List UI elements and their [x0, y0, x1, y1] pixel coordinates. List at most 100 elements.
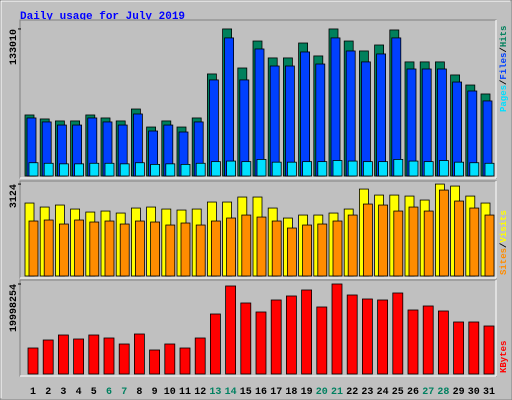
x-tick-label: 30 [468, 387, 480, 398]
legend-entry: Files [499, 53, 509, 80]
x-tick-label: 24 [377, 387, 389, 398]
bar [42, 339, 54, 375]
bar [454, 200, 465, 277]
x-tick-label: 13 [209, 387, 221, 398]
y-tick-label: 19998254 [9, 284, 20, 332]
bar [104, 220, 115, 277]
bar [378, 161, 389, 177]
x-tick-label: 31 [483, 387, 495, 398]
legend-entry: Sites [499, 248, 509, 275]
x-tick-label: 6 [106, 387, 112, 398]
bar [180, 222, 191, 277]
bar [225, 285, 237, 375]
bar [74, 163, 84, 177]
bar [345, 50, 356, 177]
bar [134, 220, 145, 277]
bar [241, 161, 252, 177]
legend: Sites/Visits [499, 210, 509, 275]
bar [484, 214, 495, 277]
bar [28, 162, 39, 177]
bar [317, 161, 328, 177]
x-tick-label: 20 [316, 387, 328, 398]
bar [74, 219, 84, 277]
x-tick-label: 25 [392, 387, 404, 398]
bar [468, 321, 480, 375]
bar [88, 334, 100, 375]
x-tick-label: 22 [346, 387, 358, 398]
bar [332, 220, 343, 277]
y-tick-label: 3124 [9, 184, 20, 208]
x-tick-label: 23 [361, 387, 373, 398]
bar [393, 159, 404, 177]
bar [392, 292, 404, 375]
bar [150, 221, 161, 277]
bar [149, 349, 161, 375]
bar [346, 294, 358, 375]
bar [179, 347, 191, 375]
bar [195, 224, 206, 277]
x-tick-label: 19 [301, 387, 313, 398]
bar [436, 68, 447, 177]
bar [27, 347, 39, 375]
x-tick-label: 4 [76, 387, 82, 398]
x-tick-label: 2 [45, 387, 51, 398]
bar [408, 160, 419, 177]
legend: KBytes [499, 341, 509, 373]
bar [256, 216, 267, 277]
bar [134, 162, 145, 177]
bar [209, 313, 221, 375]
bar [332, 160, 343, 177]
bar [210, 161, 221, 177]
bar [271, 220, 282, 277]
bar [240, 302, 252, 375]
bar [195, 162, 206, 177]
x-tick-label: 26 [407, 387, 419, 398]
bar [422, 305, 434, 375]
bar [391, 37, 402, 177]
bar [210, 220, 221, 277]
bar [256, 159, 267, 177]
bar [254, 48, 265, 177]
x-tick-label: 21 [331, 387, 343, 398]
bar [270, 299, 282, 375]
x-tick-label: 3 [60, 387, 66, 398]
bar [165, 163, 176, 177]
bar [301, 289, 313, 375]
bar [484, 162, 495, 177]
legend-separator: / [499, 243, 509, 248]
x-tick-label: 14 [225, 387, 237, 398]
bar [284, 65, 295, 177]
legend-separator: / [499, 80, 509, 85]
x-tick-label: 27 [422, 387, 434, 398]
bar [330, 37, 341, 177]
bar [469, 162, 480, 177]
x-tick-label: 17 [270, 387, 282, 398]
x-tick-label: 1 [30, 387, 36, 398]
bar [269, 65, 280, 177]
bar [224, 37, 235, 177]
x-tick-label: 11 [179, 387, 191, 398]
bar [43, 219, 54, 277]
bar [347, 214, 358, 277]
bar [438, 189, 449, 277]
legend-entry: KBytes [499, 341, 509, 373]
bar [393, 210, 404, 277]
bar [241, 214, 252, 277]
bar [164, 343, 176, 375]
bar [361, 298, 373, 375]
bar [317, 223, 328, 277]
bar [378, 204, 389, 277]
bar [194, 337, 206, 375]
bar [483, 325, 495, 375]
x-tick-label: 8 [136, 387, 142, 398]
bar [59, 163, 69, 177]
bar [407, 309, 419, 375]
bar [331, 283, 343, 375]
bar [423, 210, 434, 277]
x-tick-label: 15 [240, 387, 252, 398]
bar [302, 161, 313, 177]
bar [362, 203, 373, 277]
bar [377, 299, 389, 375]
bar [180, 163, 191, 177]
